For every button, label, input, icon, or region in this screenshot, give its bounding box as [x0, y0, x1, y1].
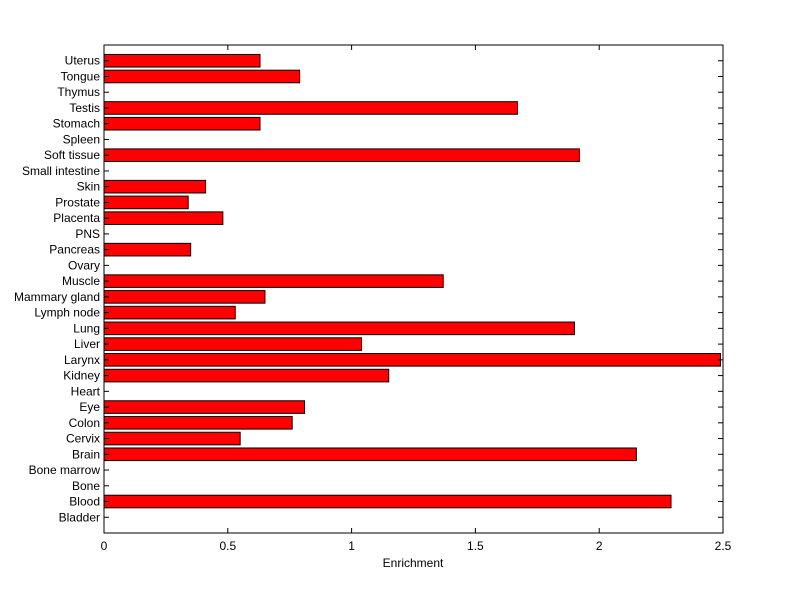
y-tick-label: Cervix — [66, 432, 100, 446]
bar-placenta — [103, 211, 224, 225]
y-tick-label: Lymph node — [34, 306, 100, 320]
y-tick-label: Small intestine — [22, 164, 100, 178]
bar-eye — [103, 400, 306, 414]
bars-layer — [103, 53, 722, 509]
y-tick-label: Lung — [73, 321, 100, 335]
bar-lymph-node — [103, 305, 236, 320]
bar-pancreas — [103, 242, 192, 257]
x-tick-label: 1.5 — [467, 539, 484, 553]
bar-lung — [103, 321, 575, 336]
y-tick-label: PNS — [75, 227, 100, 241]
y-tick-label: Testis — [69, 101, 100, 115]
bar-kidney — [103, 368, 390, 383]
y-tick-label: Bone — [72, 479, 100, 493]
bar-uterus — [103, 53, 261, 68]
y-tick-label: Thymus — [57, 85, 100, 99]
y-tick-label: Mammary gland — [14, 290, 100, 304]
x-tick-label: 1 — [348, 539, 355, 553]
y-tick-label: Ovary — [68, 258, 100, 272]
bar-mammary-gland — [103, 290, 266, 304]
bar-brain — [103, 447, 637, 462]
y-tick-label: Blood — [69, 495, 100, 509]
y-tick-label: Liver — [74, 337, 100, 351]
bar-muscle — [103, 274, 444, 288]
y-tick-label: Muscle — [62, 274, 100, 288]
y-tick-label: Kidney — [63, 369, 100, 383]
y-tick-label: Soft tissue — [44, 148, 100, 162]
y-tick-label: Spleen — [63, 132, 100, 146]
bar-colon — [103, 416, 293, 430]
y-tick-label: Placenta — [53, 211, 100, 225]
bar-cervix — [103, 431, 241, 446]
bar-liver — [103, 337, 363, 351]
bar-skin — [103, 179, 207, 194]
x-tick-label: 2 — [596, 539, 603, 553]
y-tick-label: Uterus — [65, 54, 100, 68]
bar-testis — [103, 101, 518, 115]
bar-stomach — [103, 116, 261, 131]
y-tick-label: Prostate — [55, 195, 100, 209]
y-tick-label: Bladder — [59, 510, 100, 524]
y-tick-label: Colon — [69, 416, 100, 430]
y-tick-label: Tongue — [61, 69, 101, 83]
y-tick-label: Pancreas — [49, 243, 100, 257]
y-tick-label: Brain — [72, 447, 100, 461]
x-tick-label: 2.5 — [715, 539, 732, 553]
y-tick-label: Heart — [71, 384, 101, 398]
y-tick-label: Larynx — [64, 353, 100, 367]
y-tick-label: Skin — [77, 180, 100, 194]
x-tick-label: 0.5 — [219, 539, 236, 553]
y-tick-label: Eye — [79, 400, 100, 414]
bar-larynx — [103, 353, 722, 367]
x-tick-label: 0 — [101, 539, 108, 553]
bar-tongue — [103, 69, 301, 84]
y-tick-label: Bone marrow — [29, 463, 101, 477]
plot-frame — [103, 44, 724, 534]
y-tick-label: Stomach — [53, 117, 100, 131]
bar-soft-tissue — [103, 148, 580, 162]
bar-prostate — [103, 195, 189, 210]
x-axis-title: Enrichment — [383, 556, 444, 570]
bar-blood — [103, 494, 672, 509]
